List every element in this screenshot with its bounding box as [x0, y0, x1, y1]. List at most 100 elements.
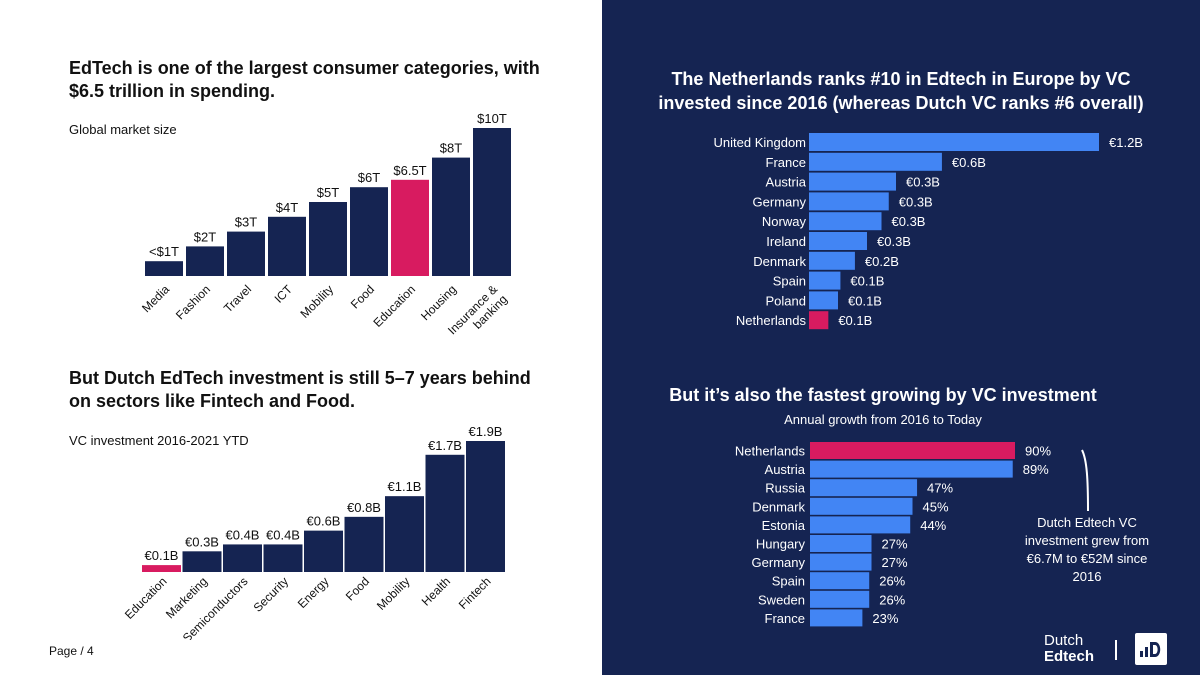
bar — [809, 271, 841, 290]
bar — [810, 442, 1015, 459]
data-label: $4T — [276, 200, 298, 215]
data-label: $3T — [235, 215, 257, 230]
bar — [809, 291, 838, 310]
category-label: Germany — [752, 555, 806, 570]
vc-investment-chart: €0.1BEducation€0.3BMarketing€0.4BSemicon… — [122, 424, 505, 640]
category-label: France — [765, 611, 805, 626]
data-label: 47% — [927, 481, 953, 496]
bar — [810, 497, 913, 515]
data-label: $8T — [440, 141, 462, 156]
category-label: Austria — [765, 462, 806, 477]
vc-investment-title: But Dutch EdTech investment is still 5–7… — [69, 368, 531, 411]
bar — [344, 516, 384, 572]
category-label: Health — [419, 574, 453, 608]
bar — [809, 192, 889, 211]
data-label: €0.6B — [307, 514, 341, 529]
category-label: Mobility — [374, 574, 413, 613]
logo-divider — [1115, 640, 1117, 660]
growth-note: Dutch Edtech VC investment grew from €6.… — [1024, 515, 1150, 584]
bar — [385, 496, 424, 572]
category-label: Education — [122, 574, 170, 622]
category-label: France — [766, 155, 806, 170]
bar — [810, 572, 870, 590]
category-label: Denmark — [753, 254, 806, 269]
data-label: 89% — [1023, 462, 1049, 477]
data-label: €1.9B — [469, 424, 503, 439]
category-label: Estonia — [762, 518, 806, 533]
category-label: Poland — [766, 293, 806, 308]
data-label: €0.1B — [848, 293, 882, 308]
bar — [227, 231, 265, 276]
data-label: €0.1B — [145, 548, 179, 563]
bar — [810, 535, 872, 552]
category-label: Food — [343, 574, 372, 603]
data-label: €0.3B — [906, 175, 940, 190]
data-label: 44% — [920, 518, 946, 533]
category-label: Spain — [773, 274, 806, 289]
category-label: Energy — [295, 574, 332, 611]
dutch-edtech-logo-text: Dutch Edtech — [1044, 632, 1095, 665]
data-label: $2T — [194, 229, 216, 244]
category-label: Ireland — [766, 234, 806, 249]
bar — [466, 441, 505, 572]
data-label: €0.1B — [850, 274, 884, 289]
data-label: $6.5T — [393, 163, 426, 178]
bar — [809, 212, 882, 231]
bar — [810, 479, 918, 497]
bar — [810, 516, 911, 534]
bar — [810, 460, 1013, 478]
data-label: 27% — [882, 555, 908, 570]
data-label: €0.3B — [185, 534, 219, 549]
europe-rank-title: The Netherlands ranks #10 in Edtech in E… — [658, 69, 1144, 113]
category-label: ICT — [272, 282, 296, 306]
growth-title: But it’s also the fastest growing by VC … — [669, 385, 1097, 405]
data-label: $5T — [317, 185, 339, 200]
data-label: 90% — [1025, 444, 1051, 459]
bar — [809, 232, 867, 250]
category-label: Hungary — [756, 537, 806, 552]
category-label: Russia — [765, 481, 806, 496]
left-panel: EdTech is one of the largest consumer ca… — [49, 58, 540, 658]
category-label: United Kingdom — [714, 135, 807, 150]
vc-investment-subtitle: VC investment 2016-2021 YTD — [69, 433, 249, 448]
bar — [223, 544, 262, 572]
europe-rank-chart: United Kingdom €1.2B France €0.6B Austria €0.… — [714, 133, 1143, 330]
bar — [268, 216, 306, 276]
bar — [425, 454, 465, 572]
bar — [809, 152, 942, 171]
category-label: Security — [251, 574, 292, 615]
data-label: <$1T — [149, 244, 179, 259]
bar — [810, 590, 870, 608]
data-label: 27% — [882, 537, 908, 552]
data-label: €1.1B — [388, 479, 422, 494]
data-label: €0.2B — [865, 254, 899, 269]
data-label: 23% — [872, 611, 898, 626]
category-label: Fashion — [173, 282, 213, 322]
data-label: €0.6B — [952, 155, 986, 170]
bar — [142, 565, 181, 572]
category-label: Food — [348, 282, 377, 311]
category-label: Education — [370, 282, 418, 330]
data-label: 45% — [923, 499, 949, 514]
dutch-edtech-logo-icon — [1135, 633, 1167, 665]
bar — [810, 609, 863, 627]
data-label: €0.8B — [347, 500, 381, 515]
category-label: Netherlands — [736, 313, 807, 328]
category-label: Media — [139, 282, 172, 315]
data-label: €1.2B — [1109, 135, 1143, 150]
category-label: Norway — [762, 214, 807, 229]
bar — [810, 553, 872, 571]
data-label: $10T — [477, 111, 507, 126]
category-label: Netherlands — [735, 444, 806, 459]
right-panel: The Netherlands ranks #10 in Edtech in E… — [602, 0, 1200, 675]
data-label: 26% — [879, 574, 905, 589]
category-label: Housing — [418, 282, 459, 323]
bar — [809, 172, 896, 191]
bar — [309, 202, 347, 276]
data-label: €0.1B — [838, 313, 872, 328]
logo-mark — [1140, 642, 1161, 657]
category-label: Sweden — [758, 592, 805, 607]
market-size-subtitle: Global market size — [69, 122, 177, 137]
bar — [182, 551, 222, 572]
data-label: €0.3B — [877, 234, 911, 249]
